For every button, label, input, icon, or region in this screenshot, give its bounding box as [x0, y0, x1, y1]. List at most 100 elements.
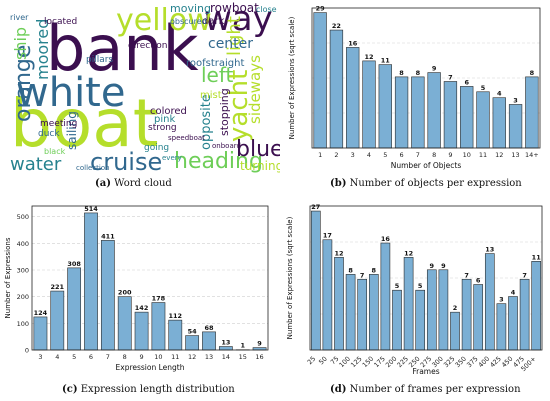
y-axis-label: Number of Expressions: [4, 237, 12, 318]
bar-value-label: 8: [399, 69, 404, 77]
bar: [496, 303, 507, 351]
bar: [461, 278, 472, 351]
word-river: river: [10, 13, 29, 22]
bar: [443, 81, 458, 149]
x-tick-label: 6: [89, 353, 93, 361]
bar-value-label: 29: [316, 5, 326, 13]
word-meeting: meeting: [40, 119, 77, 129]
bar-value-label: 411: [101, 232, 115, 240]
x-tick-label: 11: [171, 353, 179, 361]
x-tick-label: 14+: [525, 151, 539, 159]
bar-value-label: 5: [481, 84, 486, 92]
word-yacht: yacht: [224, 70, 254, 142]
word-direction: direction: [128, 41, 167, 51]
bar-value-label: 27: [311, 203, 320, 211]
bar-value-label: 22: [332, 22, 341, 30]
word-mist: mist: [200, 90, 222, 101]
bar: [508, 104, 523, 149]
bar: [202, 331, 216, 351]
bar-value-label: 6: [464, 78, 469, 86]
x-tick-label: 25: [306, 355, 318, 367]
bar: [67, 267, 82, 351]
bar-value-label: 7: [522, 271, 527, 279]
word-turning: turning: [240, 159, 280, 173]
bar: [426, 269, 437, 351]
bar-value-label: 5: [418, 282, 423, 290]
bar-value-label: 13: [485, 246, 494, 254]
bar: [525, 76, 539, 149]
plot-frame: [311, 7, 541, 149]
bar: [310, 210, 321, 351]
bar-value-label: 7: [464, 271, 469, 279]
bar-value-label: 8: [372, 266, 377, 274]
bar-value-label: 5: [395, 282, 400, 290]
x-tick-label: 50: [317, 355, 329, 367]
bar: [484, 253, 495, 351]
word-moving: moving: [170, 2, 211, 15]
bar: [50, 290, 65, 351]
word-every: every: [162, 154, 182, 162]
bar: [218, 346, 233, 351]
chart-objects-per-expression: 29122216312411586879879610511412313814+N…: [288, 5, 541, 170]
bar-value-label: 9: [430, 262, 435, 270]
bar-value-label: 12: [334, 249, 343, 257]
x-tick-label: 4: [367, 151, 371, 159]
x-tick-label: 4: [55, 353, 59, 361]
bar-value-label: 12: [364, 53, 373, 61]
word-sideways: sideways: [246, 55, 264, 124]
bar: [531, 261, 542, 351]
y-axis-label: Number of Expressions (sqrt scale): [288, 16, 296, 139]
plot-frame: [31, 205, 269, 351]
bar: [508, 296, 518, 351]
x-tick-label: 10: [463, 151, 471, 159]
word-heading: heading: [174, 149, 263, 174]
x-tick-label: 10: [154, 353, 162, 361]
y-tick-label: 400: [17, 240, 29, 248]
bar: [100, 240, 115, 351]
word-duck: duck: [38, 129, 60, 139]
bar: [346, 47, 360, 149]
caption-b: (b) Number of objects per expression: [330, 178, 522, 189]
bar-value-label: 1: [240, 342, 245, 350]
word-onboard: onboard: [212, 142, 241, 150]
x-tick-label: 5: [72, 353, 76, 361]
bar: [117, 296, 132, 351]
x-tick-label: 13: [511, 151, 519, 159]
bar-value-label: 9: [441, 262, 446, 270]
word-pillars: pillars: [86, 55, 113, 65]
bar: [368, 274, 379, 351]
bar-value-label: 17: [323, 232, 332, 240]
x-tick-label: 14: [222, 353, 230, 361]
bar-value-label: 2: [453, 304, 458, 312]
bar: [460, 86, 474, 149]
x-tick-label: 2: [334, 151, 338, 159]
bar-value-label: 4: [497, 90, 502, 98]
bar-value-label: 178: [152, 295, 166, 303]
bar: [415, 289, 426, 351]
bar: [185, 335, 200, 351]
bar-value-label: 142: [135, 304, 149, 312]
word-bank: bank: [46, 12, 199, 85]
word-obscured: obscured: [170, 17, 207, 26]
bar-value-label: 3: [499, 296, 504, 304]
bar: [411, 76, 425, 149]
word-located: located: [44, 17, 77, 27]
bar-value-label: 308: [67, 260, 81, 268]
x-tick-label: 13: [205, 353, 213, 361]
y-tick-label: 100: [17, 320, 29, 328]
word-dark: dark: [202, 16, 225, 27]
word-pink: pink: [154, 114, 175, 125]
word-white: white: [16, 70, 125, 116]
bar: [33, 316, 48, 351]
x-tick-label: 8: [123, 353, 127, 361]
bar: [357, 278, 368, 351]
caption-d: (d) Number of frames per expression: [330, 384, 521, 395]
bar: [476, 91, 490, 149]
word-roofstraight: roofstraight: [186, 58, 244, 69]
bar: [492, 97, 506, 149]
bar-value-label: 8: [530, 69, 535, 77]
word-center: center: [208, 36, 253, 52]
bar: [380, 242, 391, 351]
y-tick-label: 500: [17, 213, 29, 221]
